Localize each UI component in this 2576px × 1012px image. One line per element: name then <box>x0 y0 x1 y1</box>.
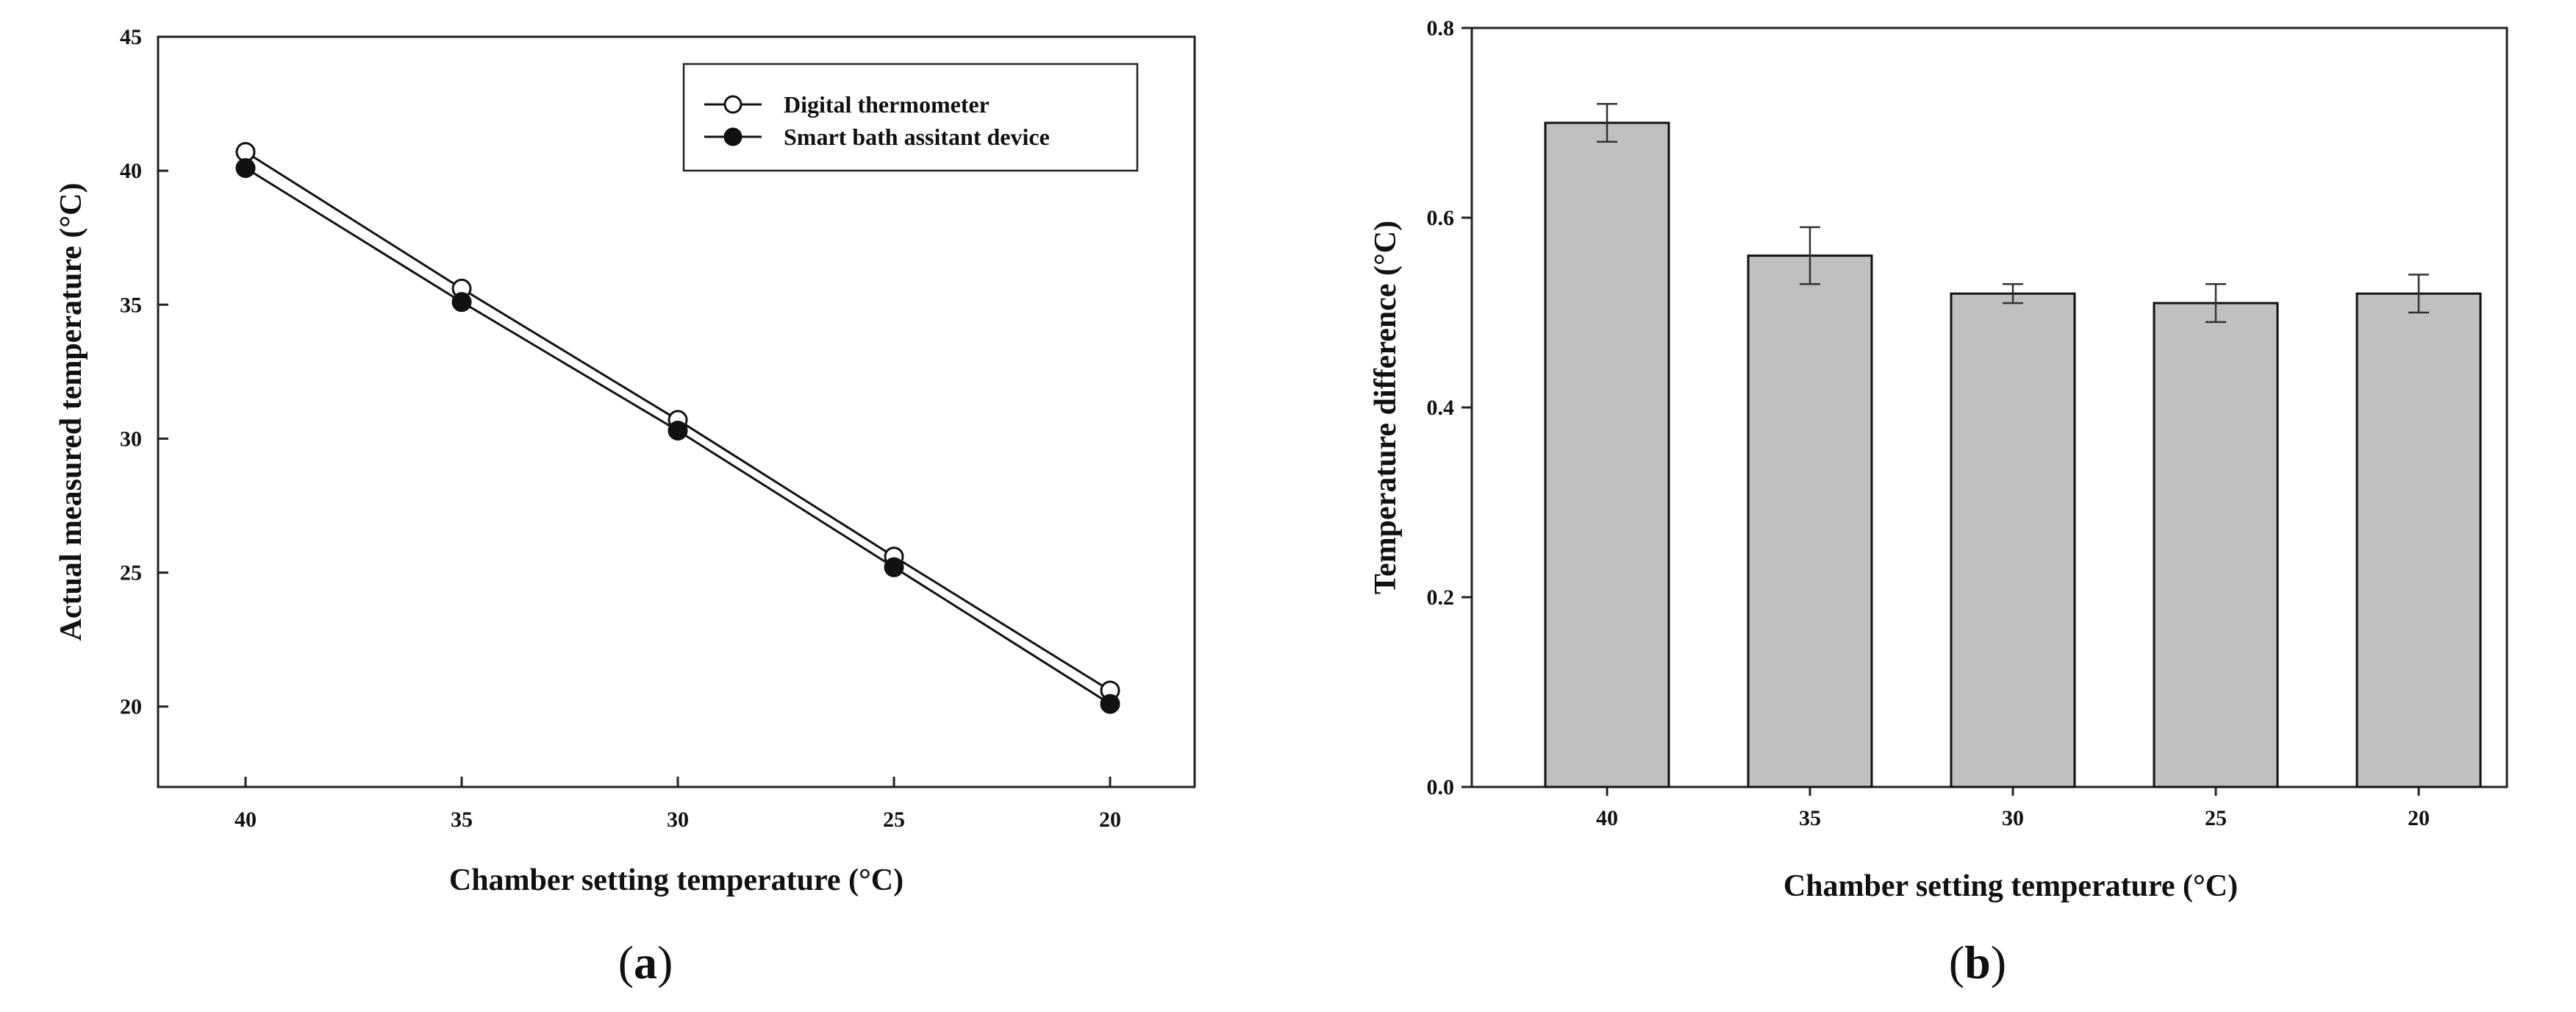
chart-b-error-bar-30 <box>2003 283 2023 304</box>
chart-a-panel-label-open: ( <box>618 936 634 988</box>
chart-b-x-tick-label: 20 <box>2408 806 2430 830</box>
chart-a-y-tick-label: 30 <box>120 427 142 451</box>
chart-b-y-tick-label: 0.6 <box>1427 206 1455 230</box>
chart-a-panel-label-letter: a <box>634 936 657 988</box>
chart-b-bar-20 <box>2355 292 2482 788</box>
chart-b-x-tick-label: 25 <box>2205 806 2227 830</box>
chart-a-point-s2-30 <box>668 421 688 441</box>
chart-b-y-axis-title: Temperature difference (°C) <box>1369 221 1403 594</box>
chart-a-y-tick-label: 20 <box>120 695 142 719</box>
chart-b-panel-label-letter: b <box>1964 936 1991 988</box>
chart-a-legend-box <box>682 63 1139 172</box>
chart-b-bar-30 <box>1950 292 2076 788</box>
chart-a-x-tick-label: 40 <box>235 808 257 832</box>
chart-a-x-tick-label: 25 <box>883 808 905 832</box>
chart-b-panel-label-open: ( <box>1949 936 1964 988</box>
chart-a-y-tick-label: 45 <box>120 25 142 49</box>
chart-a-x-tick-label: 35 <box>451 808 473 832</box>
chart-a-panel-label: (a) <box>618 936 673 988</box>
chart-a-point-s2-25 <box>884 557 904 577</box>
chart-a-y-ticks: 20 25 30 35 40 45 <box>120 25 168 719</box>
chart-b-x-tick-label: 35 <box>1799 806 1821 830</box>
chart-a-panel-label-close: ) <box>657 936 673 988</box>
chart-b-x-tick-label: 40 <box>1596 806 1618 830</box>
chart-b-panel-label: (b) <box>1949 936 2006 988</box>
chart-b-error-bar-35 <box>1800 226 1820 285</box>
chart-b-y-tick-label: 0.4 <box>1427 396 1455 420</box>
chart-a-series-layer <box>235 142 1120 714</box>
chart-a-point-s2-35 <box>451 292 472 313</box>
chart-a-x-axis-title: Chamber setting temperature (°C) <box>449 863 904 897</box>
chart-b-bar-35 <box>1747 254 1873 788</box>
chart-a-panel: 40 35 30 25 20 20 25 30 35 40 45 Actual measured … <box>54 25 1196 988</box>
legend-label-smart: Smart bath assitant device <box>784 124 1050 150</box>
chart-b-panel: 40 35 30 25 20 0.0 0.2 0.4 0.6 0.8 Temperature d… <box>1369 16 2508 988</box>
chart-b-bars-layer <box>1544 102 2482 788</box>
chart-b-x-axis-title: Chamber setting temperature (°C) <box>1783 869 2238 903</box>
chart-b-x-ticks: 40 35 30 25 20 <box>1596 787 2430 830</box>
chart-b-x-tick-label: 30 <box>2002 806 2024 830</box>
chart-b-bar-25 <box>2153 302 2279 788</box>
chart-b-error-bar-40 <box>1597 102 1617 143</box>
legend-label-digital: Digital thermometer <box>784 91 990 118</box>
chart-a-y-axis-title: Actual measured temperature (°C) <box>54 183 88 641</box>
chart-b-panel-label-close: ) <box>1991 936 2006 988</box>
chart-a-x-tick-label: 20 <box>1099 808 1121 832</box>
chart-a-point-s2-40 <box>235 158 256 178</box>
chart-a-legend: Digital thermometer Smart bath assitant … <box>682 63 1139 172</box>
chart-b-y-tick-label: 0.2 <box>1427 585 1455 610</box>
chart-b-error-bar-25 <box>2205 283 2226 324</box>
chart-b-y-tick-label: 0.8 <box>1427 16 1455 40</box>
chart-b-y-ticks: 0.0 0.2 0.4 0.6 0.8 <box>1427 16 1472 799</box>
chart-b-error-bar-20 <box>2408 274 2429 314</box>
chart-a-y-tick-label: 35 <box>120 293 142 317</box>
chart-a-plot-frame <box>157 35 1196 788</box>
chart-a-y-tick-label: 25 <box>120 561 142 585</box>
chart-a-y-tick-label: 40 <box>120 159 142 183</box>
chart-a-point-s2-20 <box>1100 694 1120 714</box>
chart-a-x-ticks: 40 35 30 25 20 <box>235 777 1121 832</box>
legend-marker-smart <box>723 127 743 146</box>
chart-b-bar-40 <box>1544 121 1670 788</box>
chart-a-x-tick-label: 30 <box>667 808 689 832</box>
chart-b-y-tick-label: 0.0 <box>1427 775 1455 799</box>
legend-marker-digital <box>723 95 743 114</box>
